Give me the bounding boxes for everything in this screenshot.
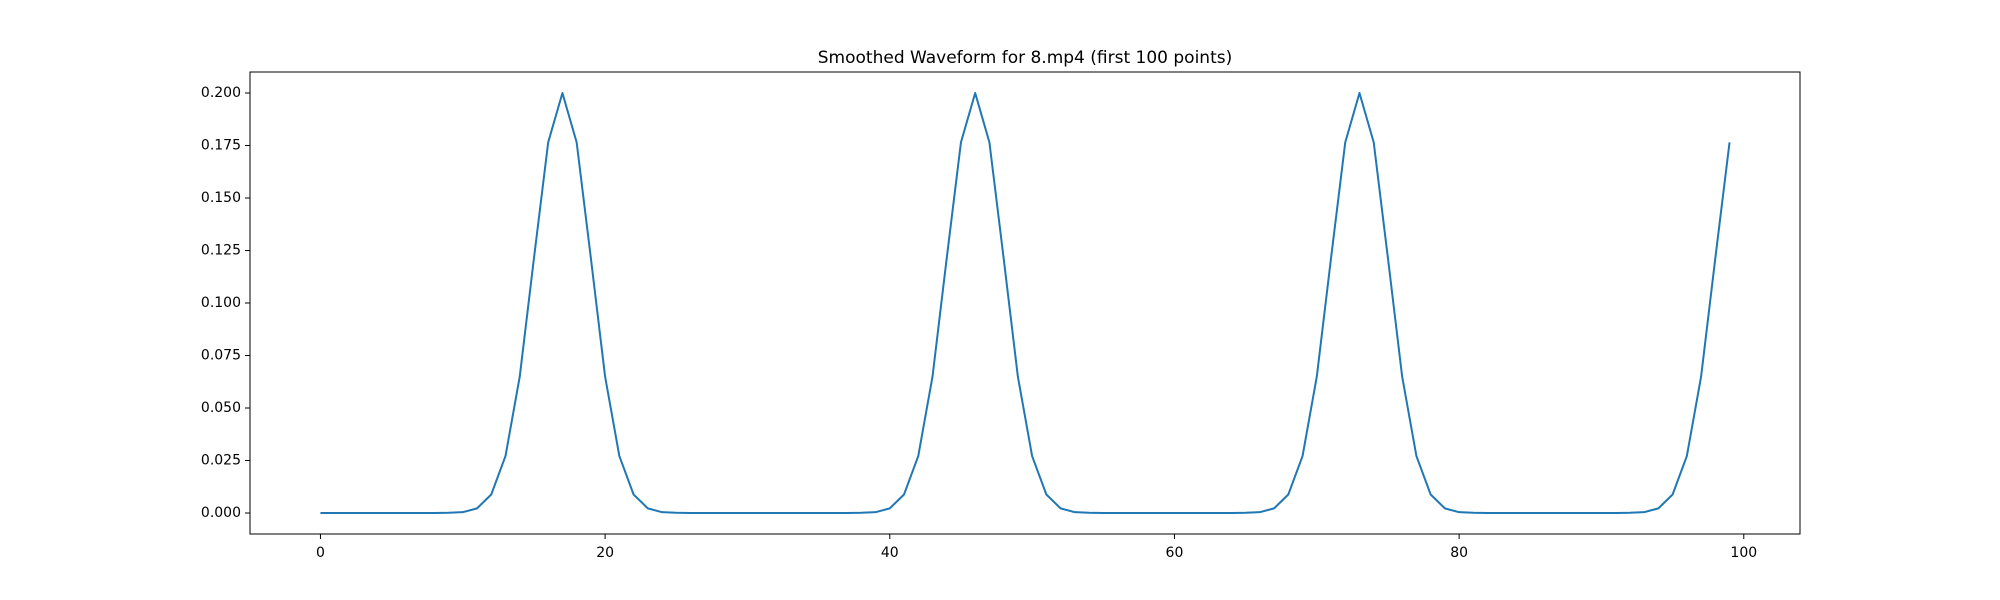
x-tick-label: 0 [316, 545, 325, 561]
y-tick-label: 0.100 [201, 295, 241, 311]
y-tick-label: 0.200 [201, 85, 241, 101]
y-tick-label: 0.050 [201, 400, 241, 416]
y-tick-label: 0.025 [201, 453, 241, 469]
y-tick-label: 0.175 [201, 138, 241, 154]
y-tick-label: 0.000 [201, 505, 241, 521]
x-tick-label: 20 [596, 545, 614, 561]
x-tick-label: 60 [1166, 545, 1184, 561]
y-tick-label: 0.125 [201, 243, 241, 259]
plot-frame [249, 71, 1801, 535]
x-tick-label: 80 [1450, 545, 1468, 561]
chart-title: Smoothed Waveform for 8.mp4 (first 100 p… [818, 48, 1232, 68]
x-tick-label: 100 [1730, 545, 1757, 561]
data-line [320, 92, 1731, 514]
y-tick-label: 0.150 [201, 190, 241, 206]
y-tick-label: 0.075 [201, 348, 241, 364]
x-tick-label: 40 [881, 545, 899, 561]
